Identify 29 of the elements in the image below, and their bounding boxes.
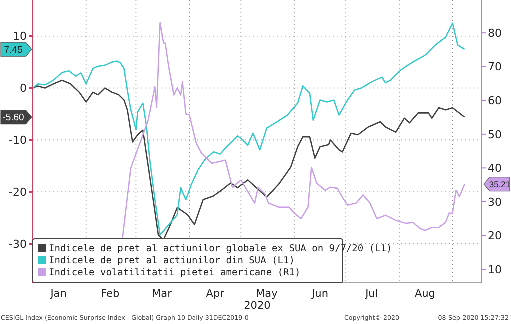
y-tick-label: 10 <box>13 30 27 44</box>
y2-tick-label: 80 <box>488 26 502 40</box>
line-series <box>32 22 466 236</box>
y2-tick-label: 60 <box>488 94 502 108</box>
legend-label: Indicele volatilitatii pietei americane (R1) <box>49 267 301 278</box>
x-tick-label: Jul <box>364 288 378 300</box>
x-tick-label: Jun <box>311 288 328 300</box>
y2-tick-label: 35.21 <box>489 179 511 190</box>
y-tick-label: 7.45 <box>4 44 23 56</box>
x-axis-title: 2020 <box>244 300 271 312</box>
y-tick-label: -5.60 <box>2 112 24 124</box>
x-tick-label: Aug <box>414 288 436 300</box>
y2-tick-label: 20 <box>488 230 502 243</box>
y2-tick-label: 40 <box>488 162 502 176</box>
x-tick-label: Feb <box>101 288 120 300</box>
y-tick-label: 0 <box>20 82 27 96</box>
y2-tick-label: 10 <box>488 263 502 276</box>
x-tick-label: Mar <box>152 288 173 300</box>
x-tick-label: Apr <box>206 288 226 300</box>
y-tick-label: -10 <box>9 134 27 148</box>
x-tick-label: May <box>256 288 278 300</box>
y2-tick-label: 70 <box>488 60 502 74</box>
y2-tick-label: 30 <box>488 196 502 209</box>
y2-tick-label: 50 <box>488 128 502 142</box>
line-series <box>122 22 466 242</box>
y-tick-label: -30 <box>9 238 27 251</box>
legend-label: Indicele de pret al actiunilor din SUA (L1) <box>49 255 295 266</box>
y-tick-label: -20 <box>9 186 27 199</box>
x-tick-label: Jan <box>50 288 67 300</box>
